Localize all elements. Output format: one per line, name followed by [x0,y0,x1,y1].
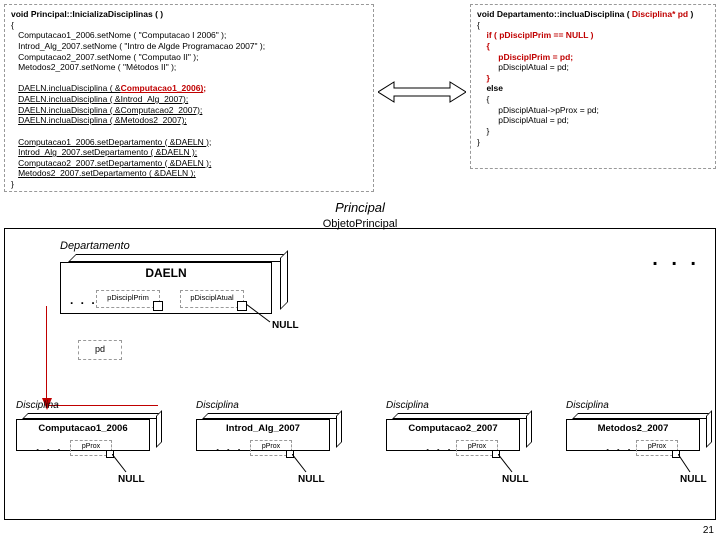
prox-1: pProx [70,440,112,456]
bidir-arrow-icon [378,80,466,104]
departamento-label: Departamento [60,240,280,252]
red-link-line [46,306,158,406]
daeln-title: DAELN [60,266,272,280]
atual-null-line [246,304,274,326]
ellipsis-top: . . . [652,248,700,271]
ellipsis-daeln: . . . [70,293,97,307]
right-code-box: void Departamento::incluaDisciplina ( Di… [470,4,716,169]
null-daeln: NULL [272,320,299,331]
prox-3: pProx [456,440,498,456]
prox-4: pProx [636,440,678,456]
left-code-box: void Principal::InicializaDisciplinas ( … [4,4,374,192]
prox-2: pProx [250,440,292,456]
page-number: 21 [703,525,714,536]
pdisciplatual-box: pDisciplAtual [180,290,244,308]
fn-sig: void Principal::InicializaDisciplinas ( … [11,9,163,19]
principal-label: Principal [0,200,720,215]
